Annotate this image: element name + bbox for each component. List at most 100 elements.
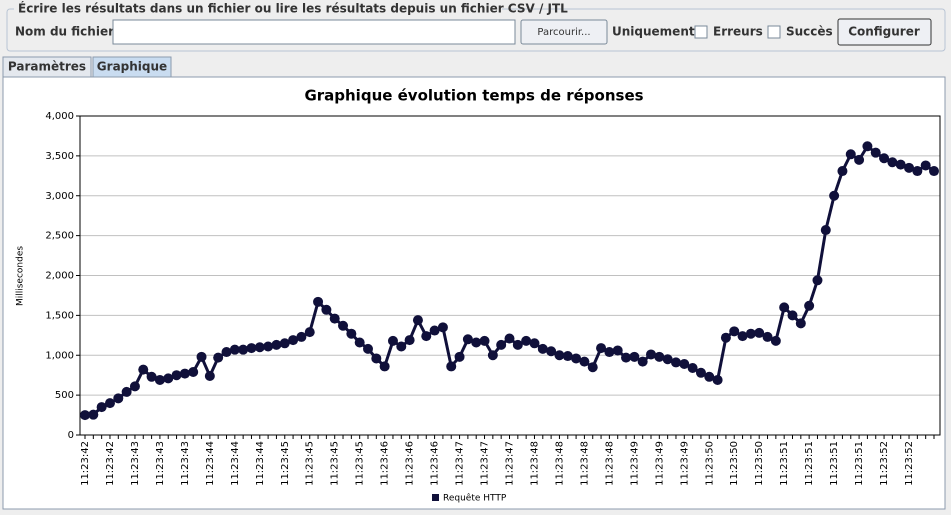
- y-tick-label: 0: [68, 430, 74, 441]
- point: [321, 304, 332, 315]
- configure-button[interactable]: [837, 18, 932, 46]
- x-tick-label: 11:23:50: [704, 441, 715, 486]
- point: [504, 333, 515, 344]
- point: [762, 331, 773, 342]
- point: [371, 353, 382, 364]
- x-tick-label: 11:23:46: [380, 441, 391, 486]
- point: [229, 344, 240, 355]
- point: [837, 166, 848, 177]
- point: [487, 350, 498, 361]
- point: [263, 341, 274, 352]
- point: [829, 190, 840, 201]
- point: [246, 343, 257, 354]
- point: [462, 334, 473, 345]
- errors-label: Erreurs: [713, 25, 763, 39]
- browse-button[interactable]: [520, 19, 608, 45]
- point: [437, 322, 448, 333]
- point: [471, 337, 482, 348]
- point: [879, 153, 890, 164]
- point: [146, 371, 157, 382]
- point: [870, 147, 881, 158]
- x-tick-label: 11:23:42: [80, 441, 91, 486]
- point: [637, 356, 648, 367]
- point: [354, 337, 365, 348]
- point: [454, 351, 465, 362]
- point: [279, 338, 290, 349]
- file-input[interactable]: [112, 19, 516, 45]
- point: [521, 335, 532, 346]
- x-tick-label: 11:23:44: [255, 441, 266, 486]
- point: [387, 335, 398, 346]
- point: [396, 341, 407, 352]
- chart-title: Graphique évolution temps de réponses: [304, 87, 643, 105]
- y-tick-label: 2,500: [45, 231, 74, 242]
- point: [329, 313, 340, 324]
- point: [854, 154, 865, 165]
- point: [529, 338, 540, 349]
- point: [562, 351, 573, 362]
- point: [895, 159, 906, 170]
- point: [904, 162, 915, 173]
- point: [845, 149, 856, 160]
- point: [121, 386, 132, 397]
- errors-checkbox[interactable]: [694, 25, 708, 39]
- point: [596, 343, 607, 354]
- x-tick-label: 11:23:52: [879, 441, 890, 486]
- x-tick-label: 11:23:45: [305, 441, 316, 486]
- y-tick-label: 500: [55, 390, 74, 401]
- x-tick-label: 11:23:45: [330, 441, 341, 486]
- point: [338, 320, 349, 331]
- x-tick-label: 11:23:47: [480, 441, 491, 486]
- point: [379, 361, 390, 372]
- point: [254, 342, 265, 353]
- point: [862, 141, 873, 152]
- point: [662, 354, 673, 365]
- point: [429, 325, 440, 336]
- point: [704, 371, 715, 382]
- x-tick-label: 11:23:49: [629, 441, 640, 486]
- y-tick-label: 3,500: [45, 151, 74, 162]
- point: [154, 374, 165, 385]
- point: [745, 328, 756, 339]
- point: [587, 362, 598, 373]
- point: [446, 361, 457, 372]
- x-tick-label: 11:23:43: [130, 441, 141, 486]
- point: [104, 398, 115, 409]
- point: [421, 331, 432, 342]
- point: [537, 343, 548, 354]
- x-tick-label: 11:23:44: [230, 441, 241, 486]
- point: [496, 339, 507, 350]
- x-tick-label: 11:23:48: [529, 441, 540, 486]
- point: [604, 347, 615, 358]
- point: [579, 356, 590, 367]
- success-checkbox[interactable]: [767, 25, 781, 39]
- point: [729, 326, 740, 337]
- point: [238, 344, 249, 355]
- point: [646, 349, 656, 360]
- y-axis-label: Millisecondes: [16, 246, 26, 306]
- x-tick-label: 11:23:43: [155, 441, 166, 486]
- x-tick-label: 11:23:52: [904, 441, 915, 486]
- point: [787, 310, 798, 321]
- point: [546, 346, 557, 357]
- point: [621, 352, 632, 363]
- x-tick-label: 11:23:45: [280, 441, 291, 486]
- point: [204, 370, 215, 381]
- point: [163, 373, 174, 384]
- point: [629, 351, 640, 362]
- x-tick-label: 11:23:43: [180, 441, 191, 486]
- point: [171, 370, 182, 381]
- x-tick-label: 11:23:50: [729, 441, 740, 486]
- legend-swatch: [432, 494, 439, 501]
- x-tick-label: 11:23:46: [430, 441, 441, 486]
- x-tick-label: 11:23:48: [554, 441, 565, 486]
- point: [138, 364, 149, 375]
- point: [313, 296, 324, 307]
- point: [188, 366, 199, 377]
- point: [654, 351, 665, 362]
- x-tick-label: 11:23:44: [205, 441, 216, 486]
- tab-label: Graphique: [97, 60, 167, 74]
- point: [820, 225, 831, 236]
